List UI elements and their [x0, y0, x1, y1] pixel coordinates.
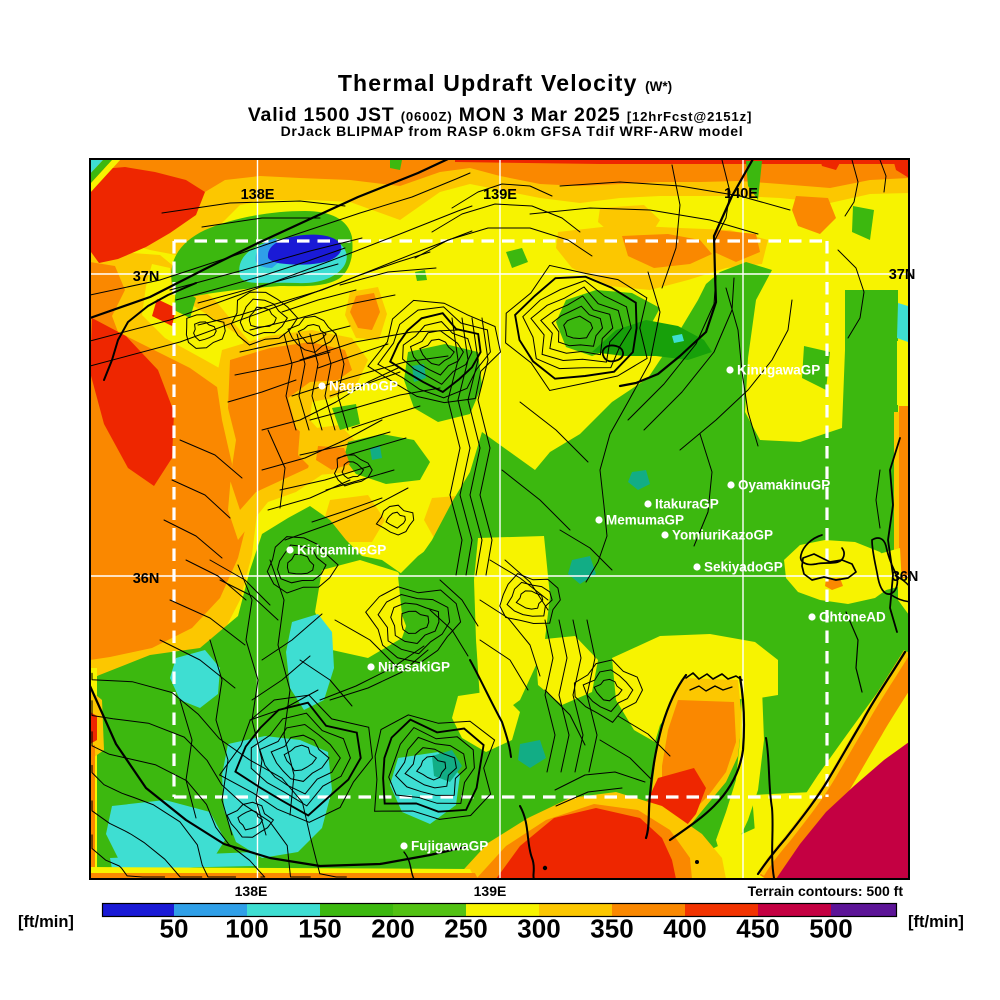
svg-text:NaganoGP: NaganoGP: [329, 379, 398, 394]
svg-text:138E: 138E: [241, 187, 275, 203]
svg-text:OyamakinuGP: OyamakinuGP: [738, 478, 830, 493]
svg-text:OhtoneAD: OhtoneAD: [819, 610, 886, 625]
svg-text:NirasakiGP: NirasakiGP: [378, 660, 450, 675]
svg-text:MemumaGP: MemumaGP: [606, 513, 684, 528]
svg-text:SekiyadoGP: SekiyadoGP: [704, 560, 783, 575]
svg-text:36N: 36N: [133, 571, 160, 587]
svg-text:300: 300: [517, 914, 560, 944]
svg-text:KirigamineGP: KirigamineGP: [297, 543, 386, 558]
svg-text:KinugawaGP: KinugawaGP: [737, 363, 820, 378]
svg-text:140E: 140E: [724, 186, 758, 202]
svg-text:Thermal Updraft Velocity (W*): Thermal Updraft Velocity (W*): [338, 70, 672, 96]
svg-text:37N: 37N: [133, 269, 160, 285]
svg-text:500: 500: [809, 914, 852, 944]
svg-text:37N: 37N: [889, 267, 916, 283]
svg-text:250: 250: [444, 914, 487, 944]
svg-text:350: 350: [590, 914, 633, 944]
svg-text:36N: 36N: [892, 569, 919, 585]
svg-text:FujigawaGP: FujigawaGP: [411, 839, 488, 854]
svg-text:138E: 138E: [235, 883, 268, 899]
svg-text:100: 100: [225, 914, 268, 944]
svg-text:DrJack BLIPMAP from RASP 6.0km: DrJack BLIPMAP from RASP 6.0km GFSA Tdif…: [281, 123, 744, 139]
svg-text:YomiuriKazoGP: YomiuriKazoGP: [672, 528, 773, 543]
svg-text:200: 200: [371, 914, 414, 944]
svg-text:139E: 139E: [474, 883, 507, 899]
svg-text:[ft/min]: [ft/min]: [908, 913, 964, 931]
svg-text:Valid 1500 JST (0600Z) MON 3 M: Valid 1500 JST (0600Z) MON 3 Mar 2025 [1…: [248, 104, 752, 126]
svg-text:50: 50: [160, 914, 189, 944]
svg-text:139E: 139E: [483, 187, 517, 203]
svg-text:ItakuraGP: ItakuraGP: [655, 497, 719, 512]
svg-text:[ft/min]: [ft/min]: [18, 913, 74, 931]
svg-text:Terrain contours: 500 ft: Terrain contours: 500 ft: [748, 883, 904, 899]
svg-text:150: 150: [298, 914, 341, 944]
svg-text:450: 450: [736, 914, 779, 944]
svg-text:400: 400: [663, 914, 706, 944]
